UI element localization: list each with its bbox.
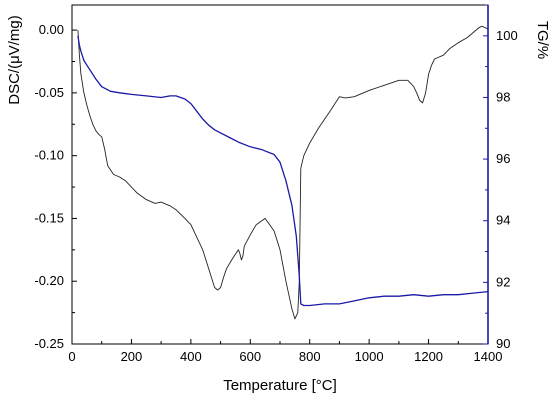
y-right-tick-label: 90 — [496, 336, 510, 351]
x-tick-label: 400 — [180, 349, 202, 364]
x-tick-label: 200 — [121, 349, 143, 364]
y-right-tick-label: 96 — [496, 151, 510, 166]
y-left-axis-title: DSC/(μV/mg) — [6, 15, 23, 104]
plot-frame — [71, 4, 489, 345]
x-tick-label: 600 — [239, 349, 261, 364]
y-right-axis-ticks: 100 98 96 94 92 90 — [483, 4, 518, 351]
y-right-axis-title: TG/% — [534, 21, 550, 59]
y-left-axis-ticks: 0.00 -0.05 -0.10 -0.15 -0.20 -0.25 — [34, 22, 77, 351]
y-right-tick-label: 100 — [496, 28, 518, 43]
y-left-tick-label: -0.05 — [34, 85, 64, 100]
x-axis-title: Temperature [°C] — [223, 377, 337, 394]
y-left-tick-label: 0.00 — [39, 22, 64, 37]
y-right-tick-label: 92 — [496, 274, 510, 289]
y-left-tick-label: -0.10 — [34, 148, 64, 163]
y-left-tick-label: -0.20 — [34, 273, 64, 288]
series-line-tg — [77, 35, 489, 307]
x-tick-label: 0 — [68, 349, 75, 364]
series-layer — [77, 25, 489, 320]
y-right-tick-label: 98 — [496, 89, 510, 104]
x-tick-label: 1200 — [414, 349, 443, 364]
x-axis-ticks: 0 200 400 600 800 1000 1200 1400 — [68, 339, 502, 364]
x-tick-label: 1000 — [355, 349, 384, 364]
series-line-dsc — [77, 25, 489, 320]
x-tick-label: 1400 — [474, 349, 503, 364]
y-right-tick-label: 94 — [496, 213, 510, 228]
y-left-tick-label: -0.15 — [34, 210, 64, 225]
y-left-tick-label: -0.25 — [34, 336, 64, 351]
x-tick-label: 800 — [299, 349, 321, 364]
